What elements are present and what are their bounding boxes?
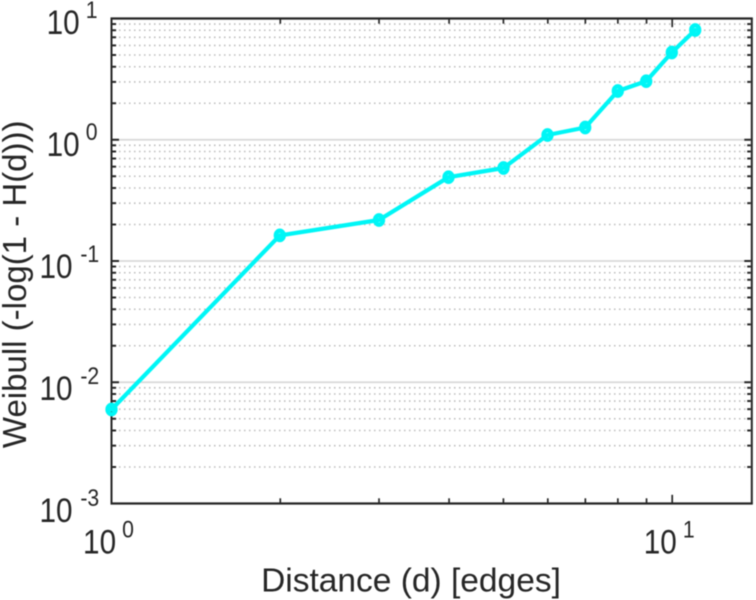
svg-text:10-3: 10 -3 [40, 483, 100, 529]
svg-text:10-1: 10 -1 [40, 239, 100, 285]
svg-text:101: 10 1 [47, 0, 98, 41]
svg-text:100: 10 0 [47, 117, 98, 163]
svg-text:10-2: 10 -2 [40, 361, 100, 407]
svg-text:Distance (d) [edges]: Distance (d) [edges] [261, 563, 561, 600]
svg-text:Weibull (-log(1 - H(d))): Weibull (-log(1 - H(d))) [0, 120, 33, 448]
svg-text:100: 10 0 [83, 515, 134, 561]
svg-text:101: 10 1 [644, 515, 695, 561]
